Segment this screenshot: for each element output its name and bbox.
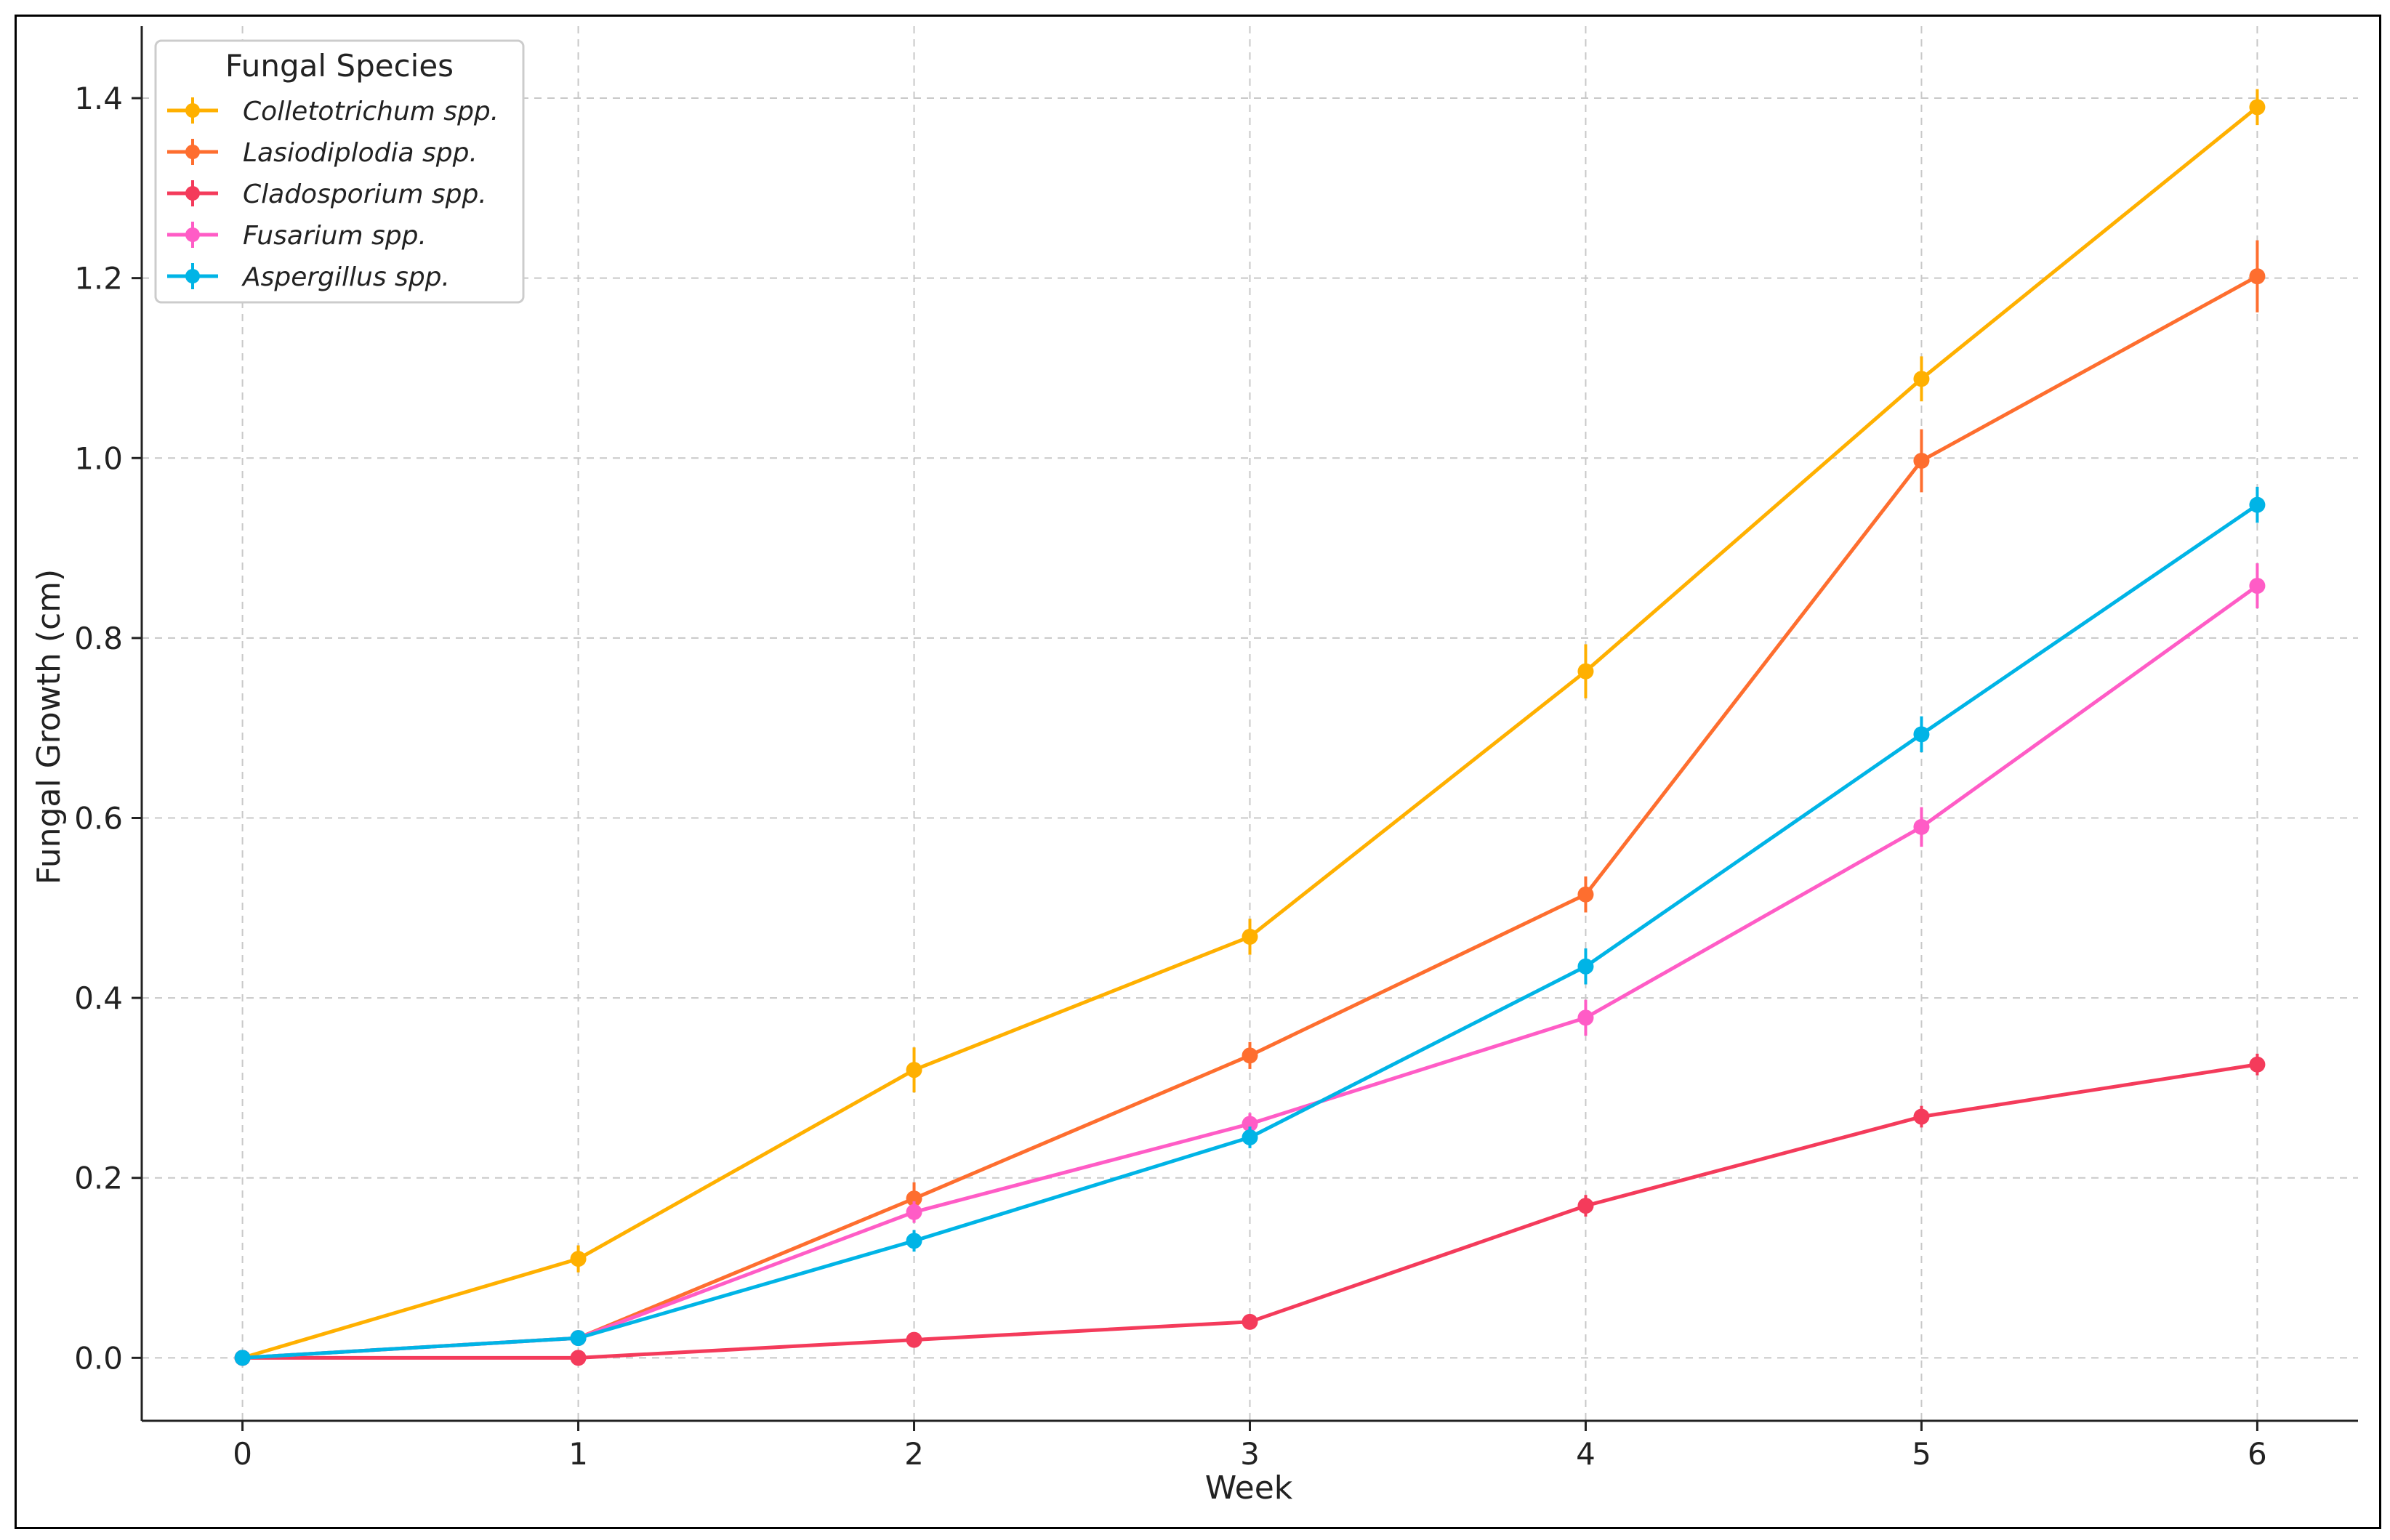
x-axis-label: Week (1205, 1470, 1293, 1507)
data-point (1577, 1009, 1594, 1026)
data-point (570, 1251, 587, 1267)
legend: Fungal Species Colletotrichum spp. Lasiod… (154, 39, 525, 304)
data-point (906, 1190, 922, 1207)
x-tick-label: 1 (568, 1436, 588, 1472)
data-point (2249, 1056, 2266, 1073)
axes: 0 1 2 3 4 5 6 0.0 0.2 0.4 0.6 0.8 1.0 1.2 1.4 (74, 26, 2358, 1472)
figure-frame (15, 15, 2381, 1529)
data-point (2249, 99, 2266, 116)
y-tick-label: 1.4 (74, 81, 123, 116)
data-point (1242, 1047, 1258, 1064)
legend-box (154, 39, 525, 304)
data-point (1913, 1108, 1930, 1125)
legend-item: Lasiodiplodia spp. (167, 138, 478, 168)
data-point (906, 1062, 922, 1079)
legend-label: Fusarium spp. (243, 221, 427, 251)
data-point (570, 1350, 587, 1366)
x-tick-label: 3 (1240, 1436, 1260, 1472)
data-point (1913, 371, 1930, 387)
x-tick-label: 5 (1912, 1436, 1931, 1472)
data-point (1577, 1198, 1594, 1214)
legend-label: Aspergillus spp. (241, 262, 450, 292)
data-point (2249, 578, 2266, 594)
x-tick-label: 2 (904, 1436, 924, 1472)
data-point (1577, 663, 1594, 680)
data-point (570, 1330, 587, 1347)
data-point (234, 1350, 251, 1366)
y-tick-label: 0.2 (74, 1161, 123, 1196)
legend-swatch-marker (185, 227, 200, 242)
data-point (906, 1204, 922, 1220)
legend-label: Colletotrichum spp. (243, 97, 499, 126)
legend-item: Colletotrichum spp. (167, 97, 499, 126)
x-tick-label: 4 (1576, 1436, 1596, 1472)
legend-items: Colletotrichum spp. Lasiodiplodia spp. Cla… (167, 97, 499, 292)
y-tick-label: 0.4 (74, 980, 123, 1016)
data-point (2249, 268, 2266, 285)
y-tick-label: 0.6 (74, 800, 123, 836)
data-point (1577, 958, 1594, 975)
series-5 (234, 486, 2266, 1366)
y-tick-label: 1.2 (74, 261, 123, 297)
data-point (1242, 1129, 1258, 1146)
data-point (1242, 1313, 1258, 1330)
legend-item: Fusarium spp. (167, 221, 427, 251)
legend-swatch-marker (185, 269, 200, 283)
legend-swatch-marker (185, 103, 200, 118)
y-tick-label: 0.0 (74, 1340, 123, 1376)
data-point (1913, 726, 1930, 743)
data-point (1913, 818, 1930, 835)
data-point (1913, 452, 1930, 469)
legend-label: Cladosporium spp. (243, 180, 487, 209)
legend-item: Aspergillus spp. (167, 262, 450, 292)
y-axis-label: Fungal Growth (cm) (31, 569, 68, 884)
data-point (906, 1331, 922, 1348)
legend-label: Lasiodiplodia spp. (243, 138, 478, 168)
series-group (234, 89, 2266, 1366)
data-point (906, 1233, 922, 1249)
legend-swatch-marker (185, 145, 200, 159)
data-point (1242, 928, 1258, 945)
data-point (2249, 496, 2266, 513)
y-tick-label: 1.0 (74, 440, 123, 476)
y-tick-label: 0.8 (74, 621, 123, 656)
data-point (1577, 886, 1594, 903)
x-tick-label: 6 (2248, 1436, 2267, 1472)
legend-swatch-marker (185, 186, 200, 201)
legend-title: Fungal Species (225, 48, 454, 84)
x-tick-label: 0 (233, 1436, 252, 1472)
data-point (1242, 1116, 1258, 1132)
legend-item: Cladosporium spp. (167, 180, 487, 209)
